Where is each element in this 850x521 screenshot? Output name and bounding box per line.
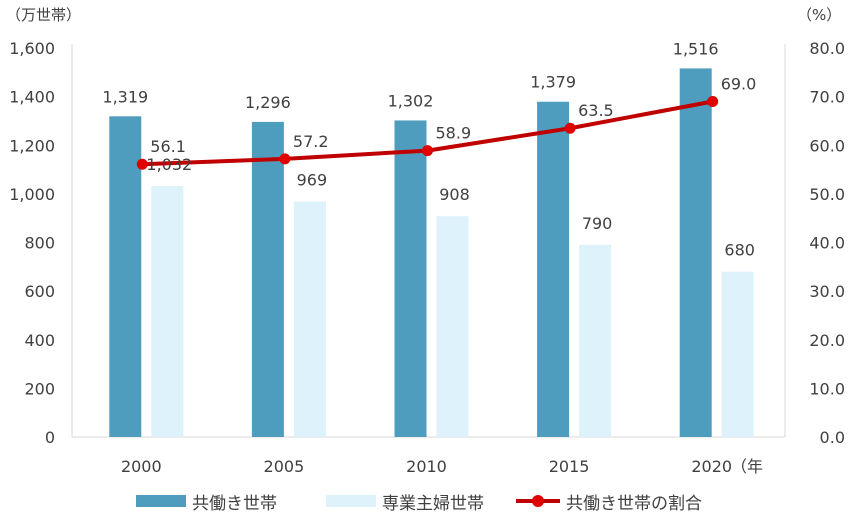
ratio-point [564, 122, 576, 134]
x-tick-label: 2020 [691, 457, 732, 476]
legend-label-dual-income: 共働き世帯 [192, 493, 277, 514]
right-tick-label: 70.0 [809, 88, 845, 107]
data-label-dual-income: 1,302 [388, 91, 434, 110]
data-label-housewife: 1,032 [146, 155, 192, 174]
axes: 0 200 400 600 800 1,000 1,200 1,400 1,600 0.0 10.0… [9, 39, 845, 476]
x-tick-label: 2015 [549, 457, 590, 476]
left-tick-label: 1,200 [9, 136, 55, 155]
ratio-point [136, 158, 148, 170]
x-tick-label: 2000 [121, 457, 162, 476]
ratio-point [279, 153, 291, 165]
right-tick-label: 60.0 [809, 136, 845, 155]
left-tick-label: 800 [24, 234, 55, 253]
bar-housewife [579, 244, 612, 437]
data-label-housewife: 790 [582, 214, 613, 233]
left-tick-label: 600 [24, 282, 55, 301]
ratio-line [136, 95, 719, 170]
data-label-ratio: 56.1 [150, 137, 186, 156]
data-label-housewife: 908 [439, 185, 470, 204]
x-tick-label: 2010 [406, 457, 447, 476]
legend-item-dual-income: 共働き世帯 [136, 486, 277, 516]
data-label-ratio: 63.5 [578, 101, 614, 120]
left-tick-label: 1,600 [9, 39, 55, 58]
right-tick-label: 80.0 [809, 39, 845, 58]
bar-dual-income [679, 68, 712, 438]
right-tick-label: 40.0 [809, 234, 845, 253]
data-label-ratio: 57.2 [293, 132, 329, 151]
chart: （万世帯） （%） 0 200 400 600 800 1,000 1,200 1,400 1,… [6, 6, 845, 476]
right-tick-label: 50.0 [809, 185, 845, 204]
bar-housewife [151, 186, 184, 437]
right-tick-label: 0.0 [820, 428, 845, 447]
legend-item-ratio: 共働き世帯の割合 [516, 486, 702, 516]
x-axis-unit: （年 [731, 457, 763, 476]
bars [109, 68, 754, 438]
legend-label-housewife: 専業主婦世帯 [382, 493, 484, 514]
right-tick-label: 10.0 [809, 379, 845, 398]
legend-label-ratio: 共働き世帯の割合 [566, 493, 702, 514]
right-tick-label: 20.0 [809, 331, 845, 350]
left-tick-label: 1,400 [9, 88, 55, 107]
bar-dual-income [537, 101, 570, 437]
right-tick-label: 30.0 [809, 282, 845, 301]
bar-housewife [721, 271, 754, 437]
data-label-ratio: 58.9 [436, 124, 472, 143]
data-label-dual-income: 1,516 [673, 39, 719, 58]
left-axis-unit: （万世帯） [6, 6, 81, 24]
data-label-housewife: 969 [297, 170, 328, 189]
bar-dual-income [109, 116, 142, 438]
bar-dual-income [251, 121, 284, 437]
data-label-dual-income: 1,379 [530, 73, 576, 92]
data-label-ratio: 69.0 [721, 74, 757, 93]
data-label-dual-income: 1,296 [245, 93, 291, 112]
legend: 共働き世帯 専業主婦世帯 共働き世帯の割合 [0, 486, 850, 516]
bar-housewife [293, 201, 326, 437]
bar-dual-income [394, 120, 427, 438]
right-axis-unit: （%） [797, 6, 841, 24]
bar-housewife [436, 216, 469, 437]
data-label-dual-income: 1,319 [102, 87, 148, 106]
left-tick-label: 0 [45, 428, 55, 447]
legend-swatch-dual-income [136, 495, 186, 507]
ratio-point [422, 145, 433, 157]
legend-swatch-housewife [326, 495, 376, 507]
data-labels: 1,3191,0321,2969691,3029081,3797901,5166… [102, 39, 756, 259]
data-label-housewife: 680 [724, 241, 755, 260]
left-tick-label: 400 [24, 331, 55, 350]
left-tick-label: 200 [24, 379, 55, 398]
legend-line-ratio [516, 494, 560, 508]
legend-item-housewife: 専業主婦世帯 [326, 486, 484, 516]
x-tick-label: 2005 [264, 457, 305, 476]
left-tick-label: 1,000 [9, 185, 55, 204]
ratio-point [707, 95, 719, 107]
